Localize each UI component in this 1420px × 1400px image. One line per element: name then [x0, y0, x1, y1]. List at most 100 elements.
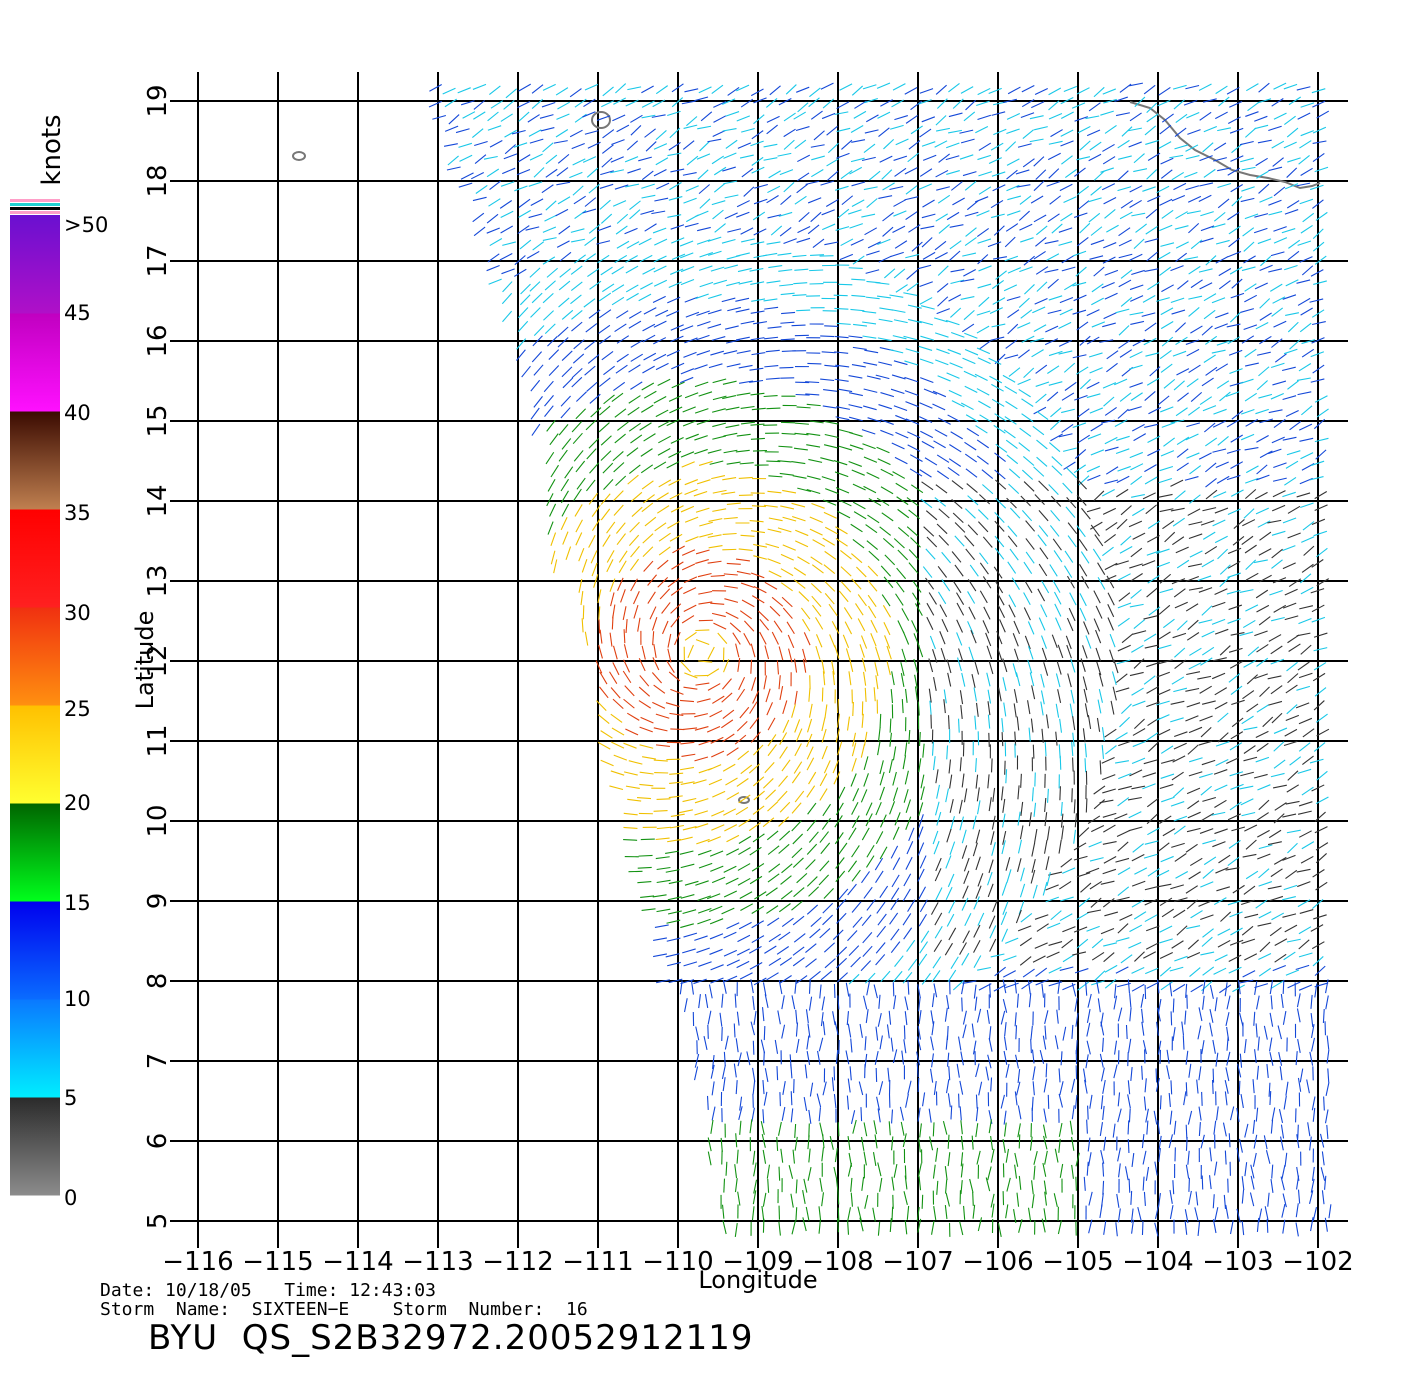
- wind-vector: [891, 671, 895, 686]
- wind-vector: [711, 1081, 715, 1096]
- wind-vector: [863, 485, 877, 494]
- wind-vector: [1268, 409, 1283, 414]
- wind-vector: [835, 870, 846, 883]
- wind-vector: [1115, 966, 1129, 974]
- y-tick-label: 12: [143, 644, 173, 677]
- wind-vector: [1271, 912, 1285, 921]
- wind-vector: [741, 238, 755, 243]
- wind-vector: [712, 378, 727, 384]
- wind-vector: [1071, 1136, 1075, 1151]
- wind-vector: [806, 785, 816, 798]
- wind-vector: [815, 634, 823, 648]
- wind-vector: [1043, 1180, 1047, 1195]
- wind-vector: [862, 405, 877, 411]
- wind-vector: [1217, 198, 1230, 209]
- wind-vector: [988, 157, 1002, 165]
- wind-vector: [973, 955, 982, 969]
- wind-vector: [1118, 253, 1133, 259]
- wind-vector: [1282, 979, 1285, 994]
- wind-vector: [961, 952, 970, 966]
- wind-vector: [603, 394, 615, 405]
- wind-vector: [910, 125, 923, 135]
- wind-vector: [1088, 102, 1101, 112]
- wind-vector: [1059, 966, 1074, 971]
- wind-vector: [656, 798, 671, 801]
- wind-vector: [1032, 306, 1046, 314]
- wind-vector: [904, 87, 918, 95]
- wind-vector: [500, 210, 514, 218]
- wind-vector: [1157, 99, 1171, 107]
- wind-vector: [668, 450, 682, 458]
- wind-vector: [1047, 309, 1062, 315]
- wind-vector: [1228, 673, 1241, 683]
- wind-vector: [1225, 391, 1240, 398]
- wind-vector: [859, 1217, 864, 1232]
- wind-vector: [1198, 587, 1213, 593]
- wind-vector: [610, 713, 623, 723]
- wind-vector: [1133, 619, 1146, 629]
- wind-vector: [1087, 815, 1101, 825]
- wind-vector: [895, 593, 904, 606]
- wind-vector: [936, 186, 950, 191]
- wind-vector: [740, 582, 755, 589]
- wind-vector: [943, 699, 946, 714]
- wind-vector: [1158, 631, 1171, 640]
- wind-vector: [616, 533, 626, 546]
- wind-vector: [651, 114, 666, 118]
- wind-vector: [1082, 728, 1086, 743]
- wind-vector: [819, 773, 828, 787]
- wind-vector: [767, 801, 779, 812]
- wind-vector: [1243, 745, 1256, 754]
- wind-vector: [712, 508, 727, 512]
- wind-vector: [526, 250, 540, 259]
- wind-vector: [1186, 827, 1201, 833]
- wind-vector: [1263, 1135, 1268, 1150]
- wind-vector: [1141, 1065, 1143, 1080]
- wind-vector: [769, 85, 781, 96]
- wind-vector: [562, 531, 569, 545]
- wind-vector: [670, 615, 680, 628]
- wind-vector: [879, 786, 885, 801]
- wind-vector: [991, 842, 996, 856]
- wind-vector: [1147, 534, 1160, 543]
- wind-vector: [765, 349, 780, 353]
- wind-vector: [590, 407, 602, 418]
- wind-vector: [1072, 757, 1074, 772]
- wind-vector: [1243, 241, 1255, 252]
- wind-vector: [1204, 545, 1218, 555]
- wind-vector: [1169, 1189, 1173, 1204]
- wind-vector: [957, 1036, 962, 1051]
- wind-vector: [806, 1035, 810, 1050]
- wind-vector: [964, 535, 975, 547]
- wind-vector: [993, 566, 1003, 579]
- wind-vector: [936, 523, 948, 535]
- wind-vector: [875, 282, 890, 285]
- wind-vector: [1215, 758, 1229, 767]
- wind-vector: [1273, 759, 1286, 769]
- wind-vector: [879, 771, 885, 786]
- wind-vector: [1048, 966, 1062, 974]
- wind-vector: [1130, 320, 1145, 325]
- wind-vector: [880, 429, 894, 436]
- wind-vector: [736, 84, 750, 92]
- wind-vector: [628, 534, 640, 546]
- wind-vector: [1057, 979, 1061, 994]
- wind-vector: [895, 482, 908, 492]
- wind-vector: [750, 572, 765, 579]
- colorbar-label: 45: [64, 301, 91, 325]
- wind-vector: [1156, 700, 1170, 706]
- wind-vector: [503, 99, 515, 110]
- wind-vector: [489, 180, 501, 191]
- wind-vector: [890, 1037, 894, 1052]
- wind-vector: [1259, 312, 1272, 321]
- wind-vector: [1278, 1051, 1283, 1066]
- wind-vector: [1205, 335, 1218, 345]
- wind-vector: [1200, 951, 1215, 956]
- wind-vector: [462, 111, 476, 119]
- wind-vector: [679, 980, 683, 995]
- wind-vector: [1058, 241, 1073, 246]
- wind-vector: [977, 521, 989, 533]
- wind-vector: [571, 321, 583, 332]
- wind-vector: [1215, 256, 1229, 264]
- wind-vector: [846, 716, 851, 731]
